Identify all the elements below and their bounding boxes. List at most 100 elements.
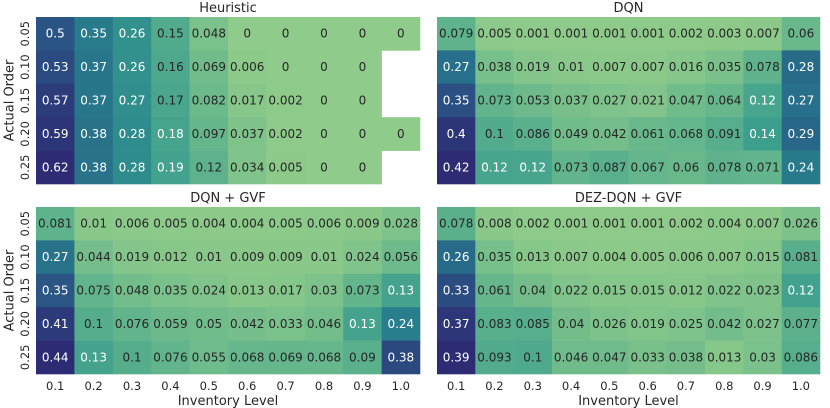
cell-label: 0.005 — [268, 160, 302, 174]
x-axis-label: Inventory Level — [578, 394, 679, 408]
cell-label: 0.01 — [311, 250, 338, 264]
cell-label: 0.01 — [195, 250, 222, 264]
cell-label: 0.007 — [745, 217, 779, 231]
heatmap-cell — [228, 17, 267, 51]
panel-title: DQN + GVF — [190, 191, 266, 206]
cell-label: 0.022 — [707, 284, 741, 298]
heatmap-cell — [705, 83, 744, 118]
heatmap-cell — [304, 150, 344, 185]
heatmap-cell — [112, 273, 152, 308]
cell-label: 0.028 — [384, 217, 418, 231]
x-axis-label: Inventory Level — [178, 394, 279, 408]
heatmap-cell — [112, 150, 152, 185]
cell-label: 0.059 — [153, 317, 187, 331]
heatmap-cell — [666, 150, 706, 185]
cell-label: 0.097 — [192, 127, 226, 141]
cell-label: 0.26 — [119, 60, 146, 74]
cell-label: 0.083 — [477, 317, 511, 331]
cell-label: 0.37 — [80, 94, 107, 108]
heatmap-cell — [343, 207, 382, 241]
heatmap-cell — [743, 17, 782, 51]
x-tick-label: 0.6 — [238, 379, 256, 393]
x-tick-label: 0.8 — [715, 379, 733, 393]
x-tick-label: 0.2 — [485, 379, 503, 393]
cell-label: 0.079 — [439, 27, 473, 41]
cell-label: 0.15 — [157, 27, 184, 41]
x-tick-label: 0.3 — [524, 379, 542, 393]
heatmap-cell — [228, 340, 267, 375]
heatmap-panel-1: Heuristic 0.5 0.35 0.26 0.15 0.048 0 0 0 0 0 0.53 0.… — [3, 1, 421, 185]
heatmap-cell — [551, 17, 591, 51]
cell-label: 0.41 — [42, 317, 69, 331]
panel-title: DEZ-DQN + GVF — [575, 191, 682, 206]
heatmap-cell — [628, 340, 668, 375]
cell-label: 0.076 — [153, 350, 187, 364]
cell-label: 0.068 — [230, 350, 264, 364]
cell-label: 0.1 — [485, 127, 504, 141]
cell-label: 0.13 — [387, 284, 414, 298]
cell-label: 0 — [320, 60, 328, 74]
heatmap-cell — [781, 117, 821, 151]
y-axis-label: Actual Order — [3, 249, 18, 331]
cell-label: 0.081 — [784, 250, 818, 264]
cell-label: 0.078 — [745, 60, 779, 74]
cell-label: 0.087 — [592, 160, 626, 174]
cell-label: 0.06 — [787, 27, 814, 41]
x-tick-label: 0.4 — [562, 379, 580, 393]
heatmap-cell — [74, 240, 114, 275]
cell-label: 0.39 — [443, 350, 470, 364]
heatmap-cell — [228, 83, 267, 118]
cell-label: 0.055 — [192, 350, 226, 364]
x-tick-label: 0.1 — [447, 379, 465, 393]
cell-label: 0.085 — [516, 317, 550, 331]
cell-label: 0.022 — [554, 284, 588, 298]
cell-label: 0.004 — [192, 217, 226, 231]
heatmap-cell — [343, 273, 382, 308]
cell-label: 0.005 — [477, 27, 511, 41]
cell-label: 0.081 — [38, 217, 72, 231]
heatmap-cell — [743, 340, 782, 375]
heatmap-cell — [666, 50, 706, 85]
heatmap-cell — [551, 117, 591, 151]
cell-label: 0.35 — [42, 284, 69, 298]
heatmap-cell — [112, 307, 152, 341]
cell-label: 0.27 — [787, 94, 814, 108]
x-tick-label: 0.5 — [200, 379, 218, 393]
heatmap-cell — [743, 240, 782, 275]
cell-label: 0.001 — [630, 27, 664, 41]
heatmap-cell — [781, 207, 821, 241]
heatmap-cell — [705, 273, 744, 308]
cell-label: 0.012 — [669, 284, 703, 298]
cell-label: 0.1 — [84, 317, 103, 331]
cell-label: 0 — [320, 127, 328, 141]
heatmap-cell — [112, 240, 152, 275]
cell-label: 0.16 — [157, 60, 184, 74]
y-tick-label: 0.10 — [18, 244, 32, 270]
heatmap-cell — [437, 117, 476, 151]
heatmap-cell — [112, 17, 152, 51]
heatmap-cell — [743, 150, 782, 185]
heatmap-cell — [228, 273, 267, 308]
heatmap-cell — [151, 307, 190, 341]
heatmap-cell — [304, 17, 344, 51]
cell-label: 0 — [359, 94, 367, 108]
heatmap-cell — [36, 150, 75, 185]
heatmap-cell — [266, 50, 306, 85]
heatmap-cell — [437, 240, 476, 275]
heatmap-cell — [513, 83, 553, 118]
heatmap-cell — [381, 117, 421, 151]
x-tick-label: 0.6 — [639, 379, 657, 393]
cell-label: 0.048 — [115, 284, 149, 298]
heatmap-cell — [112, 340, 152, 375]
cell-label: 0.001 — [592, 217, 626, 231]
heatmap-cell — [590, 307, 629, 341]
heatmap-cell — [743, 207, 782, 241]
cell-label: 0.44 — [42, 350, 69, 364]
cell-label: 0.4 — [447, 127, 466, 141]
y-tick-label: 0.20 — [18, 311, 32, 337]
heatmap-cell — [304, 117, 344, 151]
cell-label: 0.068 — [307, 350, 341, 364]
heatmap-cell — [628, 240, 668, 275]
heatmap-cell — [781, 340, 821, 375]
heatmap-cell — [513, 340, 553, 375]
